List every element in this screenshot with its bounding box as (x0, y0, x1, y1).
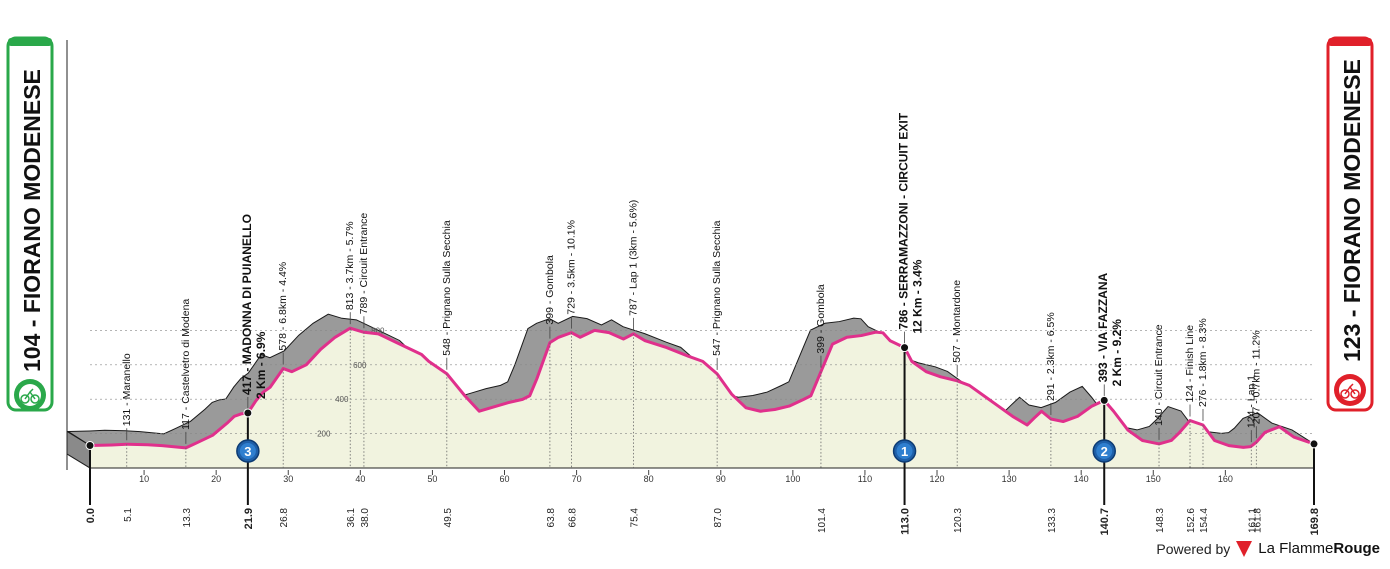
powered-by-label: Powered by (1156, 540, 1231, 557)
climb-badge-inner (239, 443, 256, 459)
x-tick-label: 10 (139, 474, 149, 484)
flamme-rouge-logo-icon (1236, 540, 1253, 557)
major-km-dot (85, 440, 95, 450)
x-tick-label: 150 (1146, 474, 1161, 484)
powered-by: Powered by La FlammeRouge (1156, 540, 1380, 557)
waypoint-label: 399 - Gombola (544, 255, 556, 325)
waypoint-label: 124 - Finish Line (1184, 325, 1196, 403)
km-label: 38.0 (360, 508, 371, 528)
km-label: 21.9 (243, 508, 255, 529)
km-label: 152.6 (1186, 508, 1197, 533)
waypoint-label: 548 - Prignano Sulla Secchia (441, 220, 453, 356)
km-label: 0.0 (85, 508, 97, 523)
brand-name: La FlammeRouge (1258, 540, 1380, 557)
waypoint-label: 12 Km - 3.4% (911, 259, 925, 333)
km-label: 113.0 (900, 508, 912, 535)
start-banner-cap (8, 38, 52, 46)
km-label: 66.8 (568, 508, 579, 528)
waypoint-label: 813 - 3.7km - 5.7% (344, 221, 356, 310)
waypoint-label: 140 - Circuit Entrance (1153, 324, 1165, 426)
x-tick-label: 130 (1002, 474, 1017, 484)
x-tick-label: 20 (211, 474, 221, 484)
cyclist-finish-icon (1334, 374, 1366, 406)
x-tick-label: 120 (930, 474, 945, 484)
x-tick-label: 30 (283, 474, 293, 484)
x-tick-label: 50 (427, 474, 437, 484)
y-tick-label: 200 (317, 430, 331, 439)
brand-name-part1: La Flamme (1258, 540, 1334, 557)
km-label: 133.3 (1047, 508, 1058, 533)
km-label: 148.3 (1155, 508, 1166, 533)
major-km-dot (243, 408, 253, 418)
x-tick-label: 160 (1218, 474, 1233, 484)
start-city-label: 104 - FIORANO MODENESE (19, 69, 45, 372)
waypoint-label: 131 - Maranello (121, 353, 133, 426)
climb-badge-label: 1 (901, 444, 908, 459)
km-label: 26.8 (279, 508, 290, 528)
start-banner: 104 - FIORANO MODENESE (6, 36, 54, 412)
x-tick-label: 60 (500, 474, 510, 484)
waypoint-label: 2 Km - 6.9% (254, 331, 268, 399)
baseline-side (66, 453, 91, 469)
finish-city-label: 123 - FIORANO MODENESE (1339, 59, 1365, 362)
major-km-dot (1309, 439, 1319, 449)
waypoint-label: 417 - MADONNA DI PUIANELLO (240, 214, 254, 395)
major-km-dot (1099, 395, 1109, 405)
waypoint-label: 291 - 2.3km - 6.5% (1045, 312, 1057, 401)
x-tick-label: 140 (1074, 474, 1089, 484)
waypoint-label: 399 - Gombola (815, 284, 827, 354)
km-label: 87.0 (713, 508, 724, 528)
y-tick-label: 800 (371, 326, 385, 335)
climb-badge-label: 3 (244, 444, 251, 459)
finish-banner: 123 - FIORANO MODENESE (1326, 36, 1374, 412)
x-tick-label: 90 (716, 474, 726, 484)
km-label: 101.4 (817, 508, 828, 533)
major-km-dot (900, 343, 910, 353)
km-label: 154.4 (1199, 508, 1210, 533)
y-tick-label: 400 (335, 395, 349, 404)
waypoint-label: 786 - SERRAMAZZONI - CIRCUIT EXIT (897, 112, 911, 329)
x-tick-label: 70 (572, 474, 582, 484)
waypoint-label: 787 - Lap 1 (3km - 5.6%) (628, 200, 640, 316)
climb-badge-inner (896, 443, 913, 459)
waypoint-label: 507 - Montardone (951, 280, 963, 363)
waypoint-label: 124 - Lap 1 (1245, 375, 1257, 428)
finish-banner-cap (1328, 38, 1372, 46)
waypoint-label: 276 - 1.8km - 8.3% (1197, 318, 1209, 407)
climb-badge-label: 2 (1101, 444, 1108, 459)
km-label: 161.8 (1252, 508, 1263, 533)
brand-name-part2: Rouge (1333, 540, 1380, 557)
x-tick-label: 40 (355, 474, 365, 484)
waypoint-label: 207 - 0.7km - 11.2% (1250, 330, 1262, 424)
km-label: 120.3 (953, 508, 964, 533)
cyclist-start-icon (14, 379, 46, 411)
km-label: 169.8 (1309, 508, 1321, 536)
km-label: 140.7 (1099, 508, 1111, 536)
km-label: 161.1 (1247, 508, 1258, 533)
km-label: 63.8 (546, 508, 557, 528)
profile-area-fill (90, 328, 1314, 468)
km-label: 5.1 (123, 508, 134, 522)
waypoint-label: 2 Km - 9.2% (1110, 319, 1124, 387)
km-label: 13.3 (182, 508, 193, 528)
waypoint-label: 117 - Castelvetro di Modena (180, 299, 192, 430)
waypoint-label: 393 - VIA FAZZANA (1096, 272, 1110, 382)
climb-badge-inner (1096, 443, 1113, 459)
km-label: 49.5 (443, 508, 454, 528)
x-tick-label: 80 (644, 474, 654, 484)
y-tick-label: 600 (353, 361, 367, 370)
waypoint-label: 789 - Circuit Entrance (358, 213, 370, 315)
waypoint-label: 547 - Prignano Sulla Secchia (711, 220, 723, 356)
x-tick-label: 110 (858, 474, 872, 484)
x-tick-label: 100 (785, 474, 800, 484)
km-label: 36.1 (346, 508, 357, 528)
chart-layer: 200 400 600 800 10 20 30 40 50 60 70 80 90 100 110 120 1… (66, 112, 1321, 536)
waypoint-label: 729 - 3.5km - 10.1% (566, 220, 578, 315)
km-label: 75.4 (630, 508, 641, 528)
waypoint-label: 578 - 6.8km - 4.4% (277, 262, 289, 351)
